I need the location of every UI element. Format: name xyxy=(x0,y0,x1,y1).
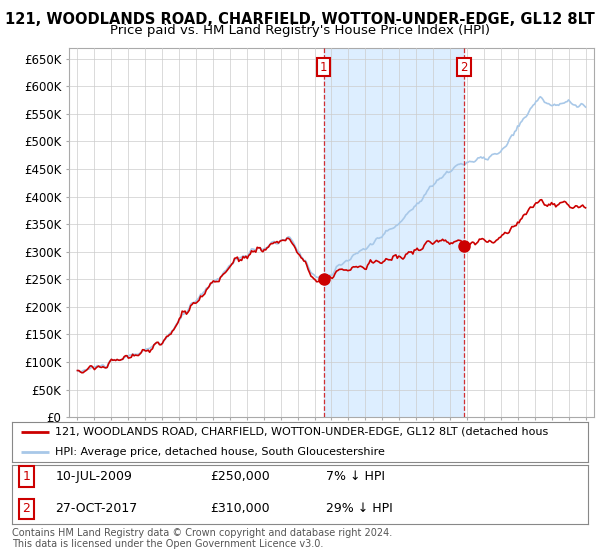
Text: HPI: Average price, detached house, South Gloucestershire: HPI: Average price, detached house, Sout… xyxy=(55,447,385,457)
Text: Contains HM Land Registry data © Crown copyright and database right 2024.
This d: Contains HM Land Registry data © Crown c… xyxy=(12,528,392,549)
Text: 121, WOODLANDS ROAD, CHARFIELD, WOTTON-UNDER-EDGE, GL12 8LT: 121, WOODLANDS ROAD, CHARFIELD, WOTTON-U… xyxy=(5,12,595,27)
Text: 29% ↓ HPI: 29% ↓ HPI xyxy=(326,502,392,515)
Text: 121, WOODLANDS ROAD, CHARFIELD, WOTTON-UNDER-EDGE, GL12 8LT (detached hous: 121, WOODLANDS ROAD, CHARFIELD, WOTTON-U… xyxy=(55,427,548,437)
Text: £310,000: £310,000 xyxy=(211,502,271,515)
Text: Price paid vs. HM Land Registry's House Price Index (HPI): Price paid vs. HM Land Registry's House … xyxy=(110,24,490,36)
Text: £250,000: £250,000 xyxy=(211,470,271,483)
Text: 2: 2 xyxy=(460,60,467,73)
Text: 1: 1 xyxy=(320,60,327,73)
Bar xyxy=(323,48,464,417)
Text: 27-OCT-2017: 27-OCT-2017 xyxy=(55,502,137,515)
Text: 7% ↓ HPI: 7% ↓ HPI xyxy=(326,470,385,483)
Text: 10-JUL-2009: 10-JUL-2009 xyxy=(55,470,132,483)
Text: 2: 2 xyxy=(22,502,30,515)
Text: 1: 1 xyxy=(22,470,30,483)
